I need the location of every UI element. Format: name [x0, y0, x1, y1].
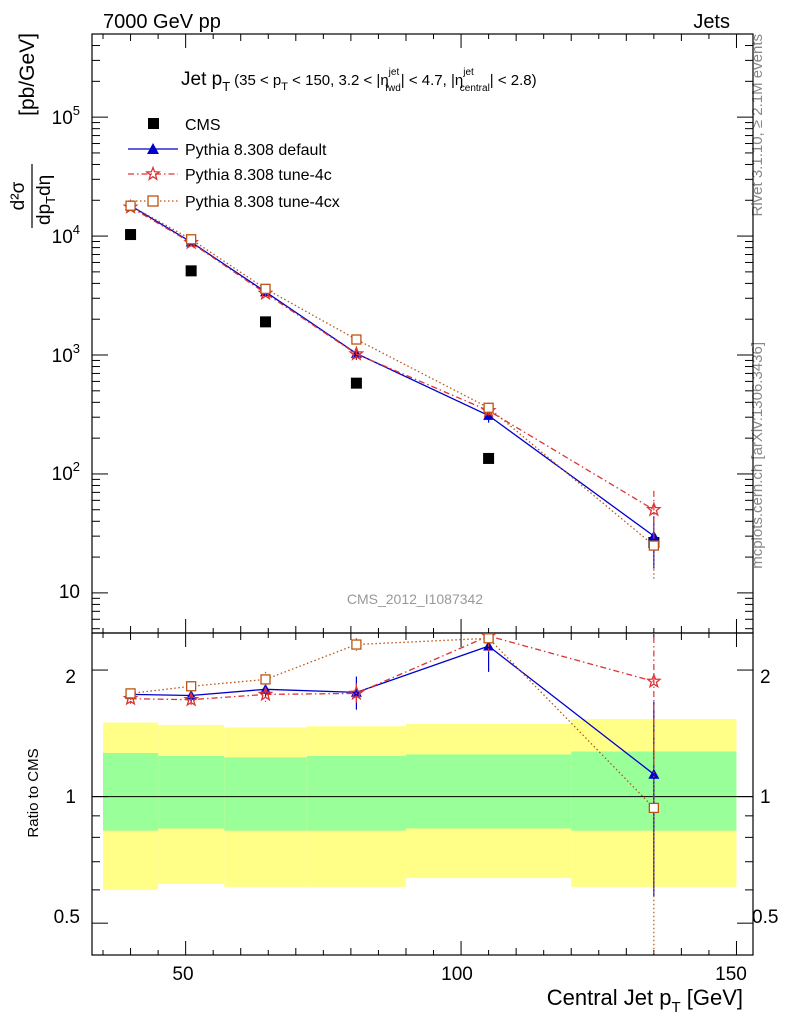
legend-marker-default: [147, 143, 159, 154]
legend-label-tune-4cx: Pythia 8.308 tune-4cx: [185, 194, 340, 211]
legend-marker-cms: [148, 118, 159, 129]
line-pythia-8-308-default: [130, 205, 655, 537]
uncertainty-bands: [103, 718, 737, 890]
legend-label-tune-4c: Pythia 8.308 tune-4c: [185, 167, 332, 184]
ratio-point-pythia-8-308-tune-4c: [257, 686, 274, 702]
x-tick-150: 150: [715, 964, 747, 985]
analysis-watermark: CMS_2012_I1087342: [347, 591, 483, 607]
point-pythia-8-308-tune-4cx: [351, 334, 362, 345]
y-axis-denominator: dpTdη: [34, 175, 58, 225]
y-tick-label-1e3: 103: [52, 341, 80, 367]
point-cms: [260, 316, 272, 328]
point-cms: [483, 452, 495, 464]
legend-label-default: Pythia 8.308 default: [185, 142, 327, 159]
rivet-label: Rivet 3.1.10, ≥ 2.1M events: [749, 34, 766, 217]
y-tick-label-1e4: 104: [52, 222, 80, 248]
ratio-point-pythia-8-308-tune-4cx: [483, 633, 494, 644]
chart-title: Jet pT (35 < pT < 150, 3.2 < |ηjet fwd| < …: [181, 67, 537, 94]
y-tick-label-1e5: 105: [52, 103, 80, 129]
ratio-point-pythia-8-308-default: [648, 768, 660, 779]
ratio-line-pythia-8-308-tune-4cx: [130, 637, 655, 809]
legend: CMS Pythia 8.308 default Pythia 8.308 tu…: [128, 117, 340, 211]
point-pythia-8-308-tune-4c: [645, 501, 662, 517]
ratio-tick-0.5: 0.5: [54, 907, 80, 928]
mcplots-label: mcplots.cern.ch [arXiv:1306.3436]: [749, 342, 766, 569]
line-pythia-8-308-tune-4c: [130, 206, 655, 511]
lower-panel-frame: [91, 632, 754, 956]
ratio-point-pythia-8-308-tune-4cx: [648, 802, 659, 814]
x-tick-100: 100: [441, 964, 473, 985]
point-pythia-8-308-tune-4cx: [125, 200, 136, 211]
ratio-tick-1: 1: [65, 787, 76, 808]
band-inner: [158, 755, 225, 829]
line-pythia-8-308-tune-4cx: [130, 205, 655, 547]
y-tick-label-1e2: 102: [52, 459, 80, 485]
ratio-tick-2: 2: [65, 667, 76, 688]
ratio-tick-1-right: 1: [760, 787, 771, 808]
point-cms: [185, 265, 197, 277]
band-inner: [103, 752, 159, 831]
axis-ticks: [92, 33, 753, 955]
point-pythia-8-308-tune-4cx: [483, 402, 494, 413]
ratio-point-pythia-8-308-tune-4c: [645, 673, 662, 689]
y-axis-units: [pb/GeV]: [16, 33, 39, 116]
ratio-point-pythia-8-308-tune-4cx: [185, 681, 197, 692]
point-pythia-8-308-tune-4cx: [648, 540, 659, 551]
point-pythia-8-308-tune-4cx: [185, 234, 197, 245]
legend-marker-tune-4cx: [147, 195, 159, 207]
legend-entry-tune-4cx: Pythia 8.308 tune-4cx: [128, 194, 340, 211]
ratio-point-pythia-8-308-tune-4c: [183, 691, 200, 707]
legend-label-cms: CMS: [185, 117, 221, 134]
legend-entry-default: Pythia 8.308 default: [128, 142, 327, 159]
point-cms: [125, 229, 137, 241]
ratio-axis-label: Ratio to CMS: [25, 748, 42, 837]
point-cms: [350, 377, 362, 389]
upper-y-tick-labels: 105 104 103 102 10: [52, 103, 80, 603]
band-inner: [306, 755, 406, 831]
y-axis-numerator: d²σ: [8, 181, 29, 210]
ratio-tick-0.5-right: 0.5: [752, 907, 778, 928]
ratio-line-pythia-8-308-tune-4c: [130, 635, 655, 701]
ratio-data-layer: [122, 633, 662, 954]
band-inner: [224, 757, 307, 831]
lower-y-tick-labels: 2 1 0.5 2 1 0.5: [54, 667, 779, 928]
legend-entry-tune-4c: Pythia 8.308 tune-4c: [128, 165, 332, 184]
point-pythia-8-308-tune-4c: [348, 345, 365, 361]
ratio-tick-2-right: 2: [760, 667, 771, 688]
x-tick-labels: 50 100 150: [172, 964, 746, 985]
ratio-point-pythia-8-308-tune-4c: [348, 685, 365, 701]
y-tick-label-10: 10: [59, 582, 80, 603]
header-left: 7000 GeV pp: [103, 11, 221, 33]
upper-data-layer: [122, 198, 662, 580]
y-axis-label: [pb/GeV] d²σ dpTdη: [8, 33, 58, 228]
x-axis-label: Central Jet pT [GeV]: [547, 985, 743, 1016]
header-right: Jets: [693, 11, 730, 33]
ratio-point-pythia-8-308-tune-4cx: [351, 639, 362, 650]
x-tick-50: 50: [172, 964, 193, 985]
legend-entry-cms: CMS: [148, 117, 221, 134]
ratio-point-pythia-8-308-tune-4cx: [260, 674, 271, 685]
band-inner: [405, 754, 572, 829]
point-pythia-8-308-tune-4cx: [260, 283, 271, 294]
ratio-point-pythia-8-308-tune-4cx: [125, 688, 136, 699]
legend-marker-tune-4c: [145, 165, 161, 181]
